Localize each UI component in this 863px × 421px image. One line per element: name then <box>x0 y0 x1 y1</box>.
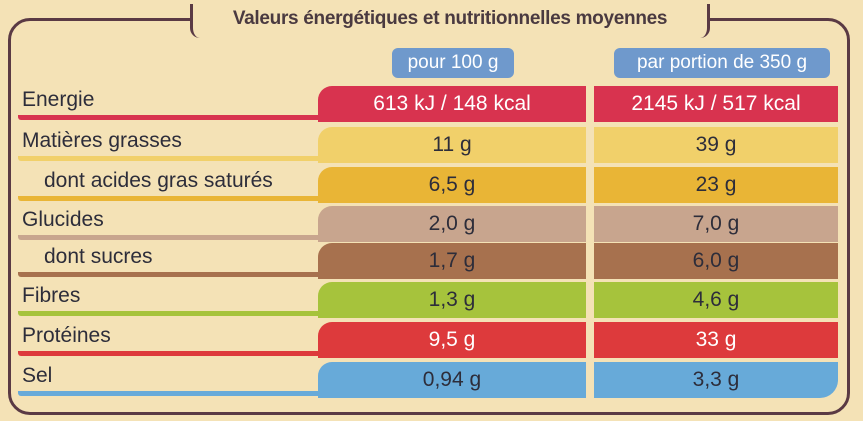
value-per-portion: 4,6 g <box>594 282 838 318</box>
nutrient-underline <box>18 156 318 161</box>
nutrient-underline <box>18 196 318 201</box>
nutrient-row: Glucides 2,0 g 7,0 g <box>18 206 838 242</box>
column-header-per-100g: pour 100 g <box>392 48 514 78</box>
value-per-portion: 7,0 g <box>594 206 838 242</box>
nutrient-label: Matières grasses <box>22 129 182 152</box>
nutrient-underline <box>18 235 318 240</box>
nutrient-row: Protéines 9,5 g 33 g <box>18 322 838 358</box>
table-title: Valeurs énergétiques et nutritionnelles … <box>232 8 668 29</box>
nutrient-row: Fibres 1,3 g 4,6 g <box>18 282 838 318</box>
nutrient-label: Energie <box>22 88 95 111</box>
value-per-portion: 33 g <box>594 322 838 358</box>
value-per-100g: 1,3 g <box>318 282 586 318</box>
value-per-100g: 613 kJ / 148 kcal <box>318 86 586 122</box>
value-per-portion: 6,0 g <box>594 243 838 279</box>
nutrient-underline <box>18 391 318 396</box>
value-per-portion: 23 g <box>594 167 838 203</box>
value-per-100g: 1,7 g <box>318 243 586 279</box>
nutrient-underline <box>18 272 318 277</box>
value-per-100g: 11 g <box>318 127 586 163</box>
value-per-portion: 39 g <box>594 127 838 163</box>
value-per-100g: 0,94 g <box>318 362 586 398</box>
value-per-100g: 9,5 g <box>318 322 586 358</box>
column-header-per-portion: par portion de 350 g <box>614 48 830 78</box>
nutrient-label: dont sucres <box>44 245 153 268</box>
nutrient-label: Protéines <box>22 324 111 347</box>
nutrient-label: Fibres <box>22 284 81 307</box>
title-tab: Valeurs énergétiques et nutritionnelles … <box>190 4 710 38</box>
nutrient-row: dont sucres 1,7 g 6,0 g <box>18 243 838 279</box>
nutrient-underline <box>18 311 318 316</box>
nutrient-row: Energie 613 kJ / 148 kcal 2145 kJ / 517 kc… <box>18 86 838 122</box>
nutrient-label: Glucides <box>22 208 104 231</box>
value-per-portion: 2145 kJ / 517 kcal <box>594 86 838 122</box>
nutrient-row: Matières grasses 11 g 39 g <box>18 127 838 163</box>
value-per-100g: 6,5 g <box>318 167 586 203</box>
value-per-100g: 2,0 g <box>318 206 586 242</box>
nutrient-label: dont acides gras saturés <box>44 169 273 192</box>
value-per-portion: 3,3 g <box>594 362 838 398</box>
nutrient-underline <box>18 351 318 356</box>
nutrient-label: Sel <box>22 364 53 387</box>
nutrient-row: dont acides gras saturés 6,5 g 23 g <box>18 167 838 203</box>
nutrient-row: Sel 0,94 g 3,3 g <box>18 362 838 398</box>
nutrient-underline <box>18 115 318 120</box>
